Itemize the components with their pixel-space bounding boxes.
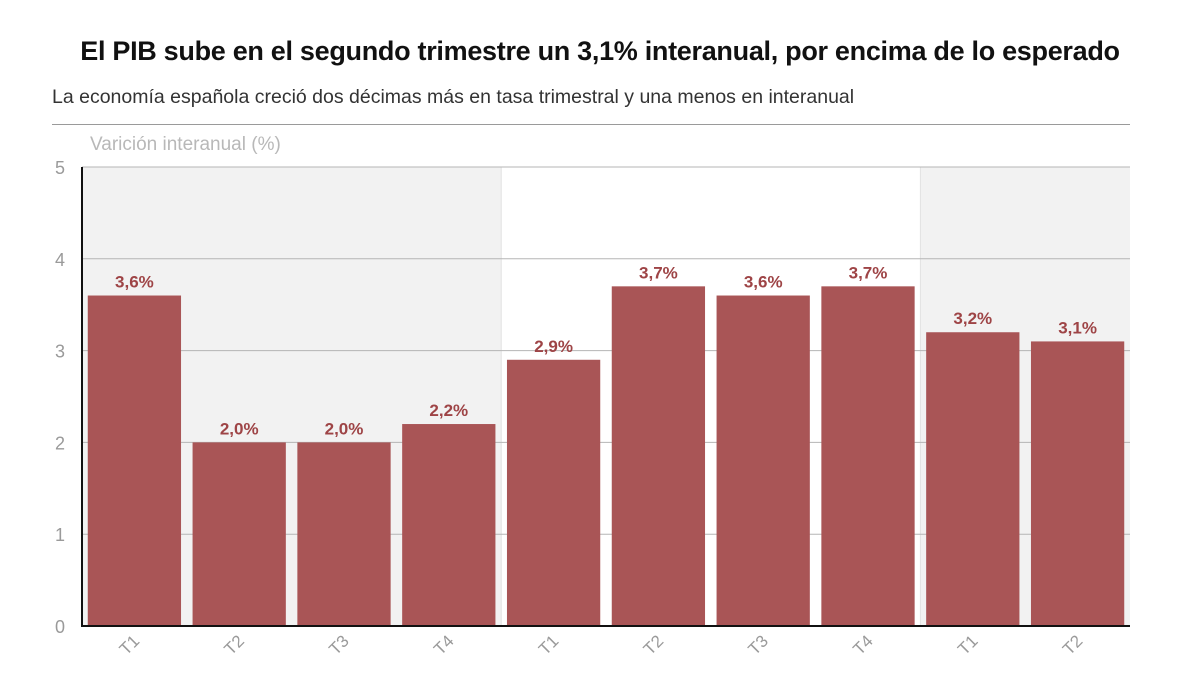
bar: [192, 442, 286, 626]
data-label: 3,2%: [953, 309, 992, 328]
y-tick-label: 4: [55, 250, 65, 270]
bar: [297, 442, 391, 626]
y-axis-title: Varición interanual (%): [90, 134, 281, 155]
data-label: 2,2%: [429, 401, 468, 420]
data-label: 3,7%: [849, 263, 888, 282]
bar: [716, 295, 810, 626]
bar: [611, 286, 706, 626]
data-label: 2,0%: [325, 419, 364, 438]
x-tick-label: T4: [430, 631, 457, 658]
data-label: 3,6%: [744, 273, 783, 292]
y-tick-label: 3: [55, 342, 65, 362]
bar: [821, 286, 915, 626]
bar: [926, 332, 1020, 626]
bar: [506, 359, 601, 626]
x-tick-label: T3: [745, 631, 772, 658]
data-label: 3,1%: [1058, 318, 1097, 337]
y-tick-label: 1: [55, 525, 65, 545]
x-tick-label: T1: [535, 631, 562, 658]
y-tick-label: 2: [55, 433, 65, 453]
y-tick-label: 5: [55, 158, 65, 178]
y-tick-label: 0: [55, 617, 65, 637]
x-tick-label: T4: [849, 631, 876, 658]
chart-subtitle: La economía española creció dos décimas …: [52, 86, 855, 108]
x-tick-label: T2: [221, 631, 248, 658]
bar: [402, 424, 496, 626]
x-tick-label: T1: [954, 631, 981, 658]
x-tick-label: T1: [116, 631, 143, 658]
header-divider: [52, 124, 1130, 125]
bar: [87, 295, 182, 626]
data-label: 2,9%: [534, 337, 573, 356]
x-tick-label: T2: [640, 631, 667, 658]
bar: [1030, 341, 1125, 626]
chart-title: El PIB sube en el segundo trimestre un 3…: [80, 36, 1120, 66]
data-label: 3,7%: [639, 263, 678, 282]
data-label: 3,6%: [115, 273, 154, 292]
x-tick-label: T2: [1059, 631, 1086, 658]
data-label: 2,0%: [220, 419, 259, 438]
x-tick-label: T3: [325, 631, 352, 658]
